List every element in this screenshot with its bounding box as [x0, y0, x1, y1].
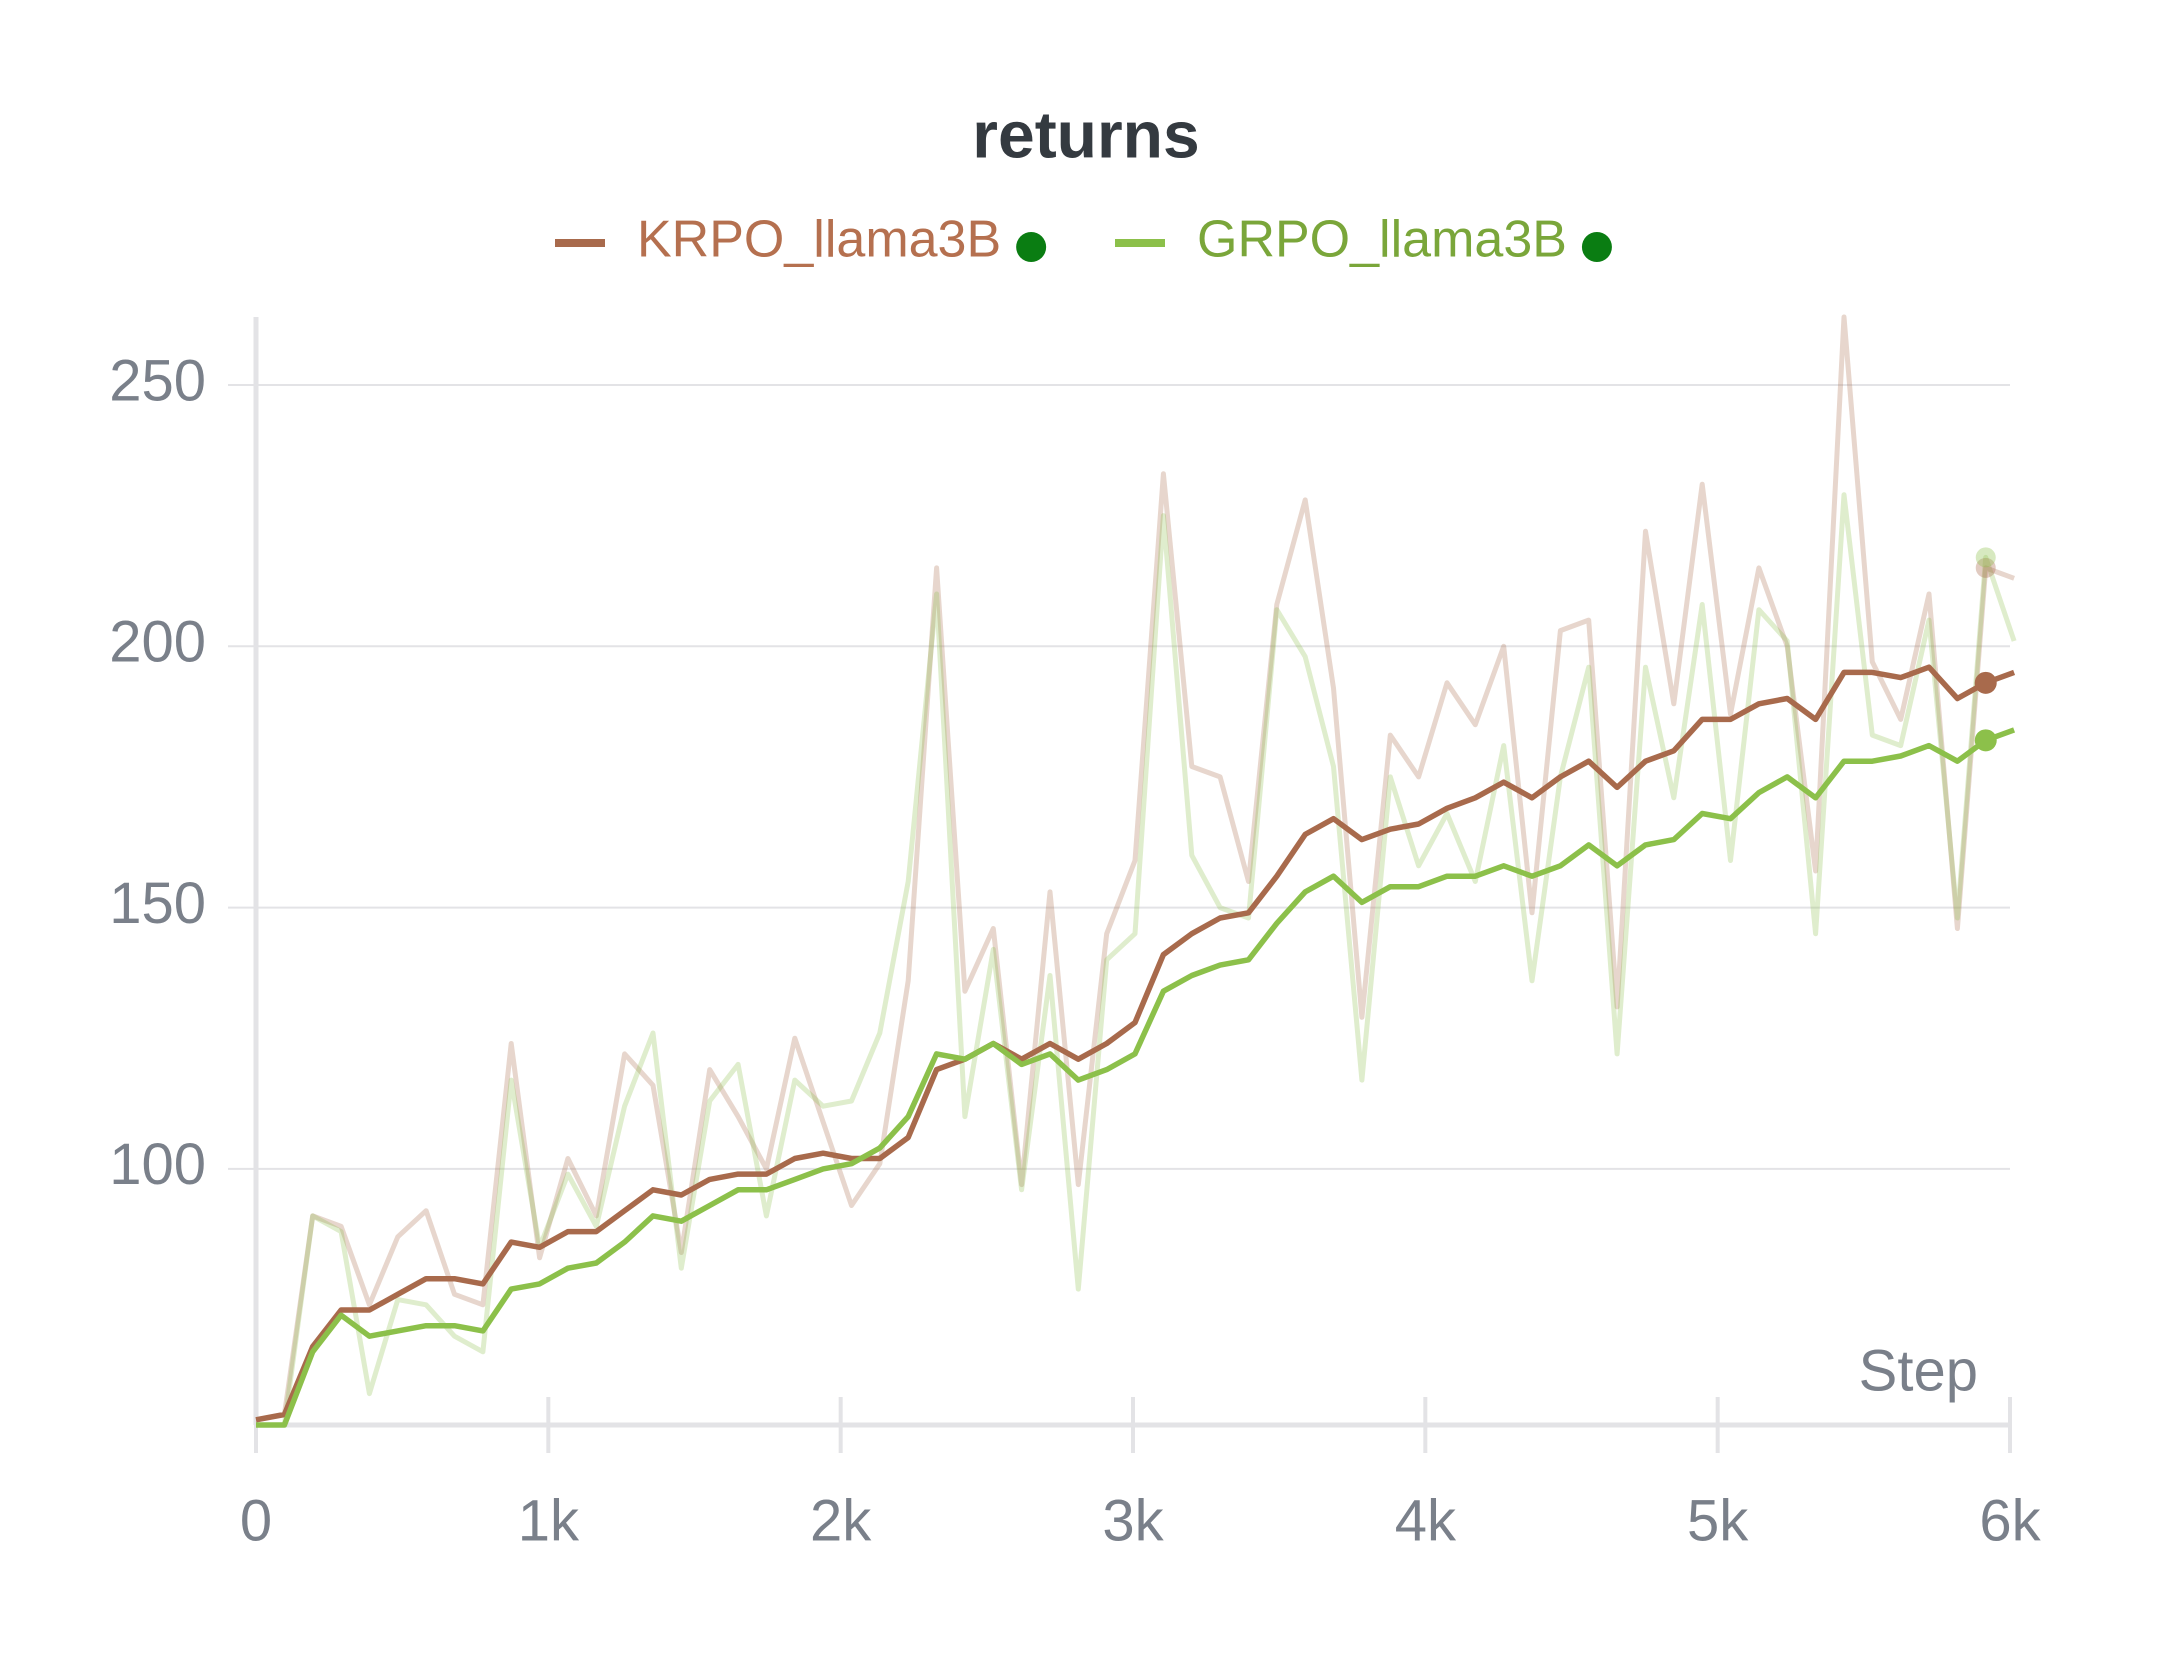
y-tick-label: 250	[109, 348, 206, 413]
x-tick-label: 5k	[1687, 1488, 1749, 1553]
x-tick-label: 0	[240, 1488, 272, 1553]
x-tick-label: 6k	[1979, 1488, 2041, 1553]
y-tick-label: 150	[109, 871, 206, 936]
x-tick-label: 2k	[810, 1488, 872, 1553]
raw-point	[1975, 557, 1996, 578]
x-tick-label: 1k	[518, 1488, 580, 1553]
point	[1974, 671, 1997, 694]
line	[255, 664, 2016, 1423]
legend-label: GRPO_llama3B	[1197, 211, 1567, 269]
legend-marker	[1581, 232, 1612, 262]
y-tick-label: 200	[109, 610, 206, 675]
point	[1974, 729, 1997, 752]
legend-label: KRPO_llama3B	[637, 211, 1001, 269]
legend: KRPO_llama3B GRPO_llama3B	[555, 211, 1612, 269]
raw-line	[256, 492, 2017, 1428]
raw-point	[1975, 547, 1996, 568]
x-tick-label: 4k	[1395, 1488, 1457, 1553]
x-axis-label: Step	[1859, 1338, 1978, 1403]
chart-title: returns	[972, 97, 1199, 171]
line	[256, 727, 2016, 1428]
x-tick-label: 3k	[1102, 1488, 1164, 1553]
legend-marker	[1016, 232, 1047, 262]
raw-line	[255, 314, 2015, 1423]
y-tick-label: 100	[109, 1132, 206, 1197]
